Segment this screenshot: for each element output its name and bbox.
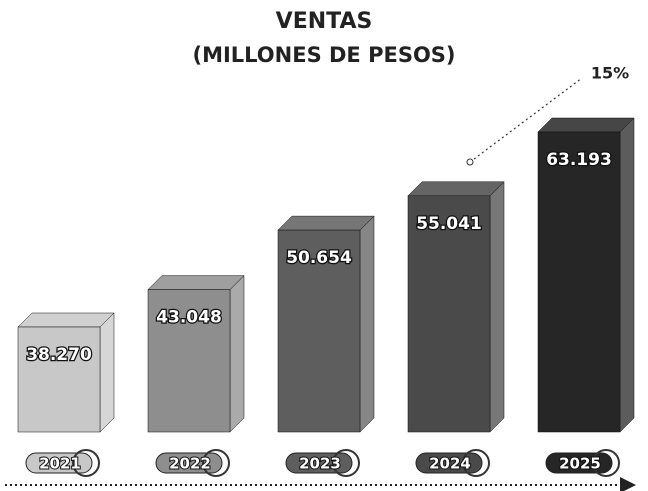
x-tick-label: 2022 xyxy=(169,455,211,473)
chart-title: VENTAS xyxy=(276,9,373,34)
bar-side xyxy=(99,312,115,433)
value-label: 43.048 xyxy=(156,308,222,328)
bar-side xyxy=(229,275,245,433)
x-tick-label: 2024 xyxy=(429,455,471,473)
bar xyxy=(17,326,101,433)
year-pill xyxy=(25,452,93,474)
annotation: 15% xyxy=(591,64,629,83)
year-pill xyxy=(415,452,483,474)
bar-top xyxy=(17,312,115,328)
x-tick-label: 2023 xyxy=(299,455,341,473)
year-pill xyxy=(155,452,223,474)
growth-dot xyxy=(466,158,474,166)
year-ring xyxy=(72,449,100,477)
bar-top xyxy=(147,275,245,290)
year-ring xyxy=(462,449,490,477)
bar xyxy=(277,229,361,433)
year-ring xyxy=(592,449,620,477)
year-ring xyxy=(332,449,360,477)
value-label: 63.193 xyxy=(546,150,612,170)
bar xyxy=(537,131,621,433)
bar-top xyxy=(537,117,635,133)
bar-side xyxy=(489,181,505,433)
growth-line xyxy=(469,77,583,163)
value-label: 38.270 xyxy=(26,345,92,365)
bar xyxy=(147,289,231,433)
x-tick-label: 2021 xyxy=(39,455,81,473)
chart-subtitle: (MILLONES DE PESOS) xyxy=(192,43,455,67)
bars: 38.270 2021 43.048 2022 50.654 2023 55.041 2024… xyxy=(17,117,635,477)
value-label: 55.041 xyxy=(416,214,482,234)
bar-side xyxy=(359,215,375,433)
bar-side xyxy=(619,117,635,433)
bar xyxy=(407,195,491,433)
year-ring xyxy=(202,449,230,477)
year-pill xyxy=(545,452,613,474)
bar-top xyxy=(277,215,375,231)
bar-top xyxy=(407,181,505,197)
year-pill xyxy=(285,452,353,474)
value-label: 50.654 xyxy=(286,248,352,268)
x-tick-label: 2025 xyxy=(559,455,601,473)
